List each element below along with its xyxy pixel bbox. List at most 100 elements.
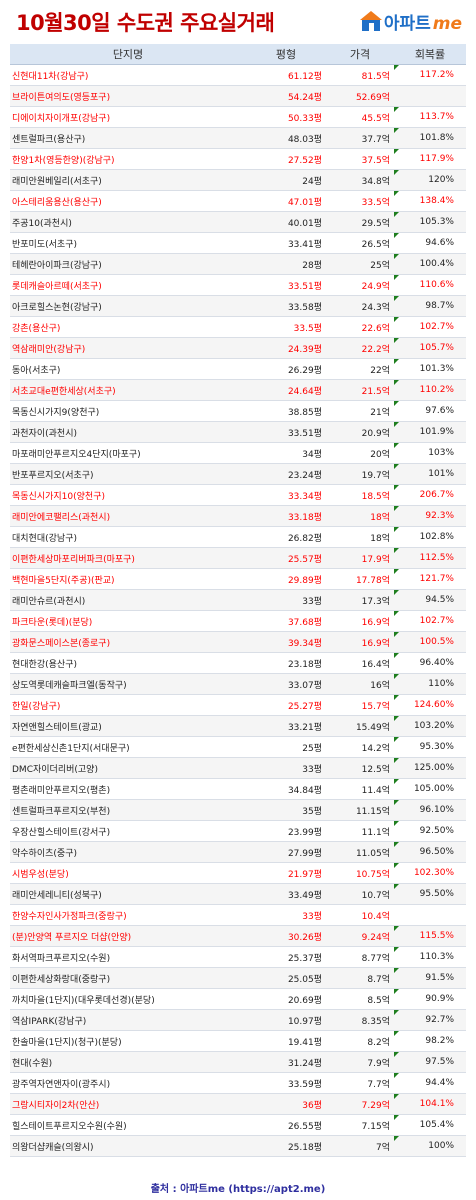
cell-price: 81.5억 <box>326 64 394 86</box>
table-row[interactable]: 마포래미안푸르지오4단지(마포구) 34평 20억 103% <box>10 442 466 464</box>
table-row[interactable]: 강촌(용산구) 33.5평 22.6억 102.7% <box>10 316 466 338</box>
comment-marker-icon <box>394 338 399 343</box>
table-row[interactable]: 과천자이(과천시) 33.51평 20.9억 101.9% <box>10 421 466 443</box>
recovery-value: 92.50% <box>419 826 454 836</box>
table-row[interactable]: 역삼래미안(강남구) 24.39평 22.2억 105.7% <box>10 337 466 359</box>
table-row[interactable]: 이편한세상화랑대(중랑구) 25.05평 8.7억 91.5% <box>10 967 466 989</box>
recovery-value: 105.7% <box>419 343 454 353</box>
cell-price: 10.7억 <box>326 883 394 905</box>
cell-recovery: 124.60% <box>394 694 466 716</box>
table-row[interactable]: 한솔마을(1단지)(청구)(분당) 19.41평 8.2억 98.2% <box>10 1030 466 1052</box>
table-row[interactable]: e편한세상신촌1단지(서대문구) 25평 14.2억 95.30% <box>10 736 466 758</box>
table-row[interactable]: 이편한세상마포리버파크(마포구) 25.57평 17.9억 112.5% <box>10 547 466 569</box>
recovery-value: 103.20% <box>413 721 454 731</box>
table-row[interactable]: 우장산힐스테이트(강서구) 23.99평 11.1억 92.50% <box>10 820 466 842</box>
table-row[interactable]: 래미안원베일리(서초구) 24평 34.8억 120% <box>10 169 466 191</box>
cell-area: 23.18평 <box>246 652 326 674</box>
table-row[interactable]: 신현대11차(강남구) 61.12평 81.5억 117.2% <box>10 64 466 86</box>
table-row[interactable]: (분)안양역 푸르지오 더샵(안양) 30.26평 9.24억 115.5% <box>10 925 466 947</box>
comment-marker-icon <box>394 296 399 301</box>
table-row[interactable]: 목동신시가지10(양천구) 33.34평 18.5억 206.7% <box>10 484 466 506</box>
table-row[interactable]: 브라이튼여의도(영등포구) 54.24평 52.69억 <box>10 85 466 107</box>
recovery-value: 117.2% <box>419 70 454 80</box>
comment-marker-icon <box>394 947 399 952</box>
table-row[interactable]: 테헤란아이파크(강남구) 28평 25억 100.4% <box>10 253 466 275</box>
recovery-value: 98.7% <box>425 301 454 311</box>
table-row[interactable]: 역삼IPARK(강남구) 10.97평 8.35억 92.7% <box>10 1009 466 1031</box>
cell-name: 래미안슈르(과천시) <box>10 589 246 611</box>
table-row[interactable]: 래미안슈르(과천시) 33평 17.3억 94.5% <box>10 589 466 611</box>
table-row[interactable]: 디에이치자이개포(강남구) 50.33평 45.5억 113.7% <box>10 106 466 128</box>
table-row[interactable]: 광화문스페이스본(종로구) 39.34평 16.9억 100.5% <box>10 631 466 653</box>
comment-marker-icon <box>394 884 399 889</box>
table-row[interactable]: 롯데캐슬아르떼(서초구) 33.51평 24.9억 110.6% <box>10 274 466 296</box>
cell-name: 자연앤힐스테이트(광교) <box>10 715 246 737</box>
table-row[interactable]: 센트럴파크(용산구) 48.03평 37.7억 101.8% <box>10 127 466 149</box>
comment-marker-icon <box>394 401 399 406</box>
cell-price: 11.05억 <box>326 841 394 863</box>
cell-price: 22.2억 <box>326 337 394 359</box>
comment-marker-icon <box>394 842 399 847</box>
table-row[interactable]: 래미안세레니티(성북구) 33.49평 10.7억 95.50% <box>10 883 466 905</box>
table-row[interactable]: 반포푸르지오(서초구) 23.24평 19.7억 101% <box>10 463 466 485</box>
comment-marker-icon <box>394 464 399 469</box>
table-row[interactable]: 파크타운(롯데)(분당) 37.68평 16.9억 102.7% <box>10 610 466 632</box>
cell-area: 38.85평 <box>246 400 326 422</box>
table-row[interactable]: 현대한강(용산구) 23.18평 16.4억 96.40% <box>10 652 466 674</box>
table-row[interactable]: 목동신시가지9(양천구) 38.85평 21억 97.6% <box>10 400 466 422</box>
table-row[interactable]: 현대(수원) 31.24평 7.9억 97.5% <box>10 1051 466 1073</box>
table-row[interactable]: 상도역롯데캐슬파크엘(동작구) 33.07평 16억 110% <box>10 673 466 695</box>
cell-area: 23.99평 <box>246 820 326 842</box>
table-row[interactable]: 래미안에코팰리스(과천시) 33.18평 18억 92.3% <box>10 505 466 527</box>
table-row[interactable]: 약수하이츠(중구) 27.99평 11.05억 96.50% <box>10 841 466 863</box>
table-row[interactable]: 자연앤힐스테이트(광교) 33.21평 15.49억 103.20% <box>10 715 466 737</box>
cell-name: 화서역파크푸르지오(수원) <box>10 946 246 968</box>
table-row[interactable]: 한양수자인사가정파크(중랑구) 33평 10.4억 <box>10 904 466 926</box>
cell-recovery: 120% <box>394 169 466 191</box>
table-row[interactable]: 대치현대(강남구) 26.82평 18억 102.8% <box>10 526 466 548</box>
table-row[interactable]: 동아(서초구) 26.29평 22억 101.3% <box>10 358 466 380</box>
comment-marker-icon <box>394 107 399 112</box>
table-row[interactable]: 한일(강남구) 25.27평 15.7억 124.60% <box>10 694 466 716</box>
table-row[interactable]: 반포미도(서초구) 33.41평 26.5억 94.6% <box>10 232 466 254</box>
table-row[interactable]: 백현마을5단지(주공)(판교) 29.89평 17.78억 121.7% <box>10 568 466 590</box>
comment-marker-icon <box>394 1031 399 1036</box>
cell-name: 한일(강남구) <box>10 694 246 716</box>
recovery-value: 100.5% <box>419 637 454 647</box>
table-row[interactable]: 광주역자연앤자이(광주시) 33.59평 7.7억 94.4% <box>10 1072 466 1094</box>
recovery-value: 115.5% <box>419 931 454 941</box>
recovery-value: 103% <box>428 448 454 458</box>
table-row[interactable]: 시범우성(분당) 21.97평 10.75억 102.30% <box>10 862 466 884</box>
cell-recovery: 101.8% <box>394 127 466 149</box>
cell-price: 7.15억 <box>326 1114 394 1136</box>
cell-recovery: 206.7% <box>394 484 466 506</box>
cell-price: 11.4억 <box>326 778 394 800</box>
table-row[interactable]: 화서역파크푸르지오(수원) 25.37평 8.77억 110.3% <box>10 946 466 968</box>
cell-area: 35평 <box>246 799 326 821</box>
recovery-value: 102.8% <box>419 532 454 542</box>
table-row[interactable]: 주공10(과천시) 40.01평 29.5억 105.3% <box>10 211 466 233</box>
table-row[interactable]: 그랑시티자이2차(안산) 36평 7.29억 104.1% <box>10 1093 466 1115</box>
cell-recovery: 125.00% <box>394 757 466 779</box>
table-row[interactable]: 아스테리움용산(용산구) 47.01평 33.5억 138.4% <box>10 190 466 212</box>
cell-recovery: 117.9% <box>394 148 466 170</box>
table-row[interactable]: 까치마을(1단지)(대우롯데선경)(분당) 20.69평 8.5억 90.9% <box>10 988 466 1010</box>
table-row[interactable]: 아크로힐스논현(강남구) 33.58평 24.3억 98.7% <box>10 295 466 317</box>
cell-price: 8.2억 <box>326 1030 394 1052</box>
table-row[interactable]: 한양1차(영등한양)(강남구) 27.52평 37.5억 117.9% <box>10 148 466 170</box>
recovery-value: 104.1% <box>419 1099 454 1109</box>
table-row[interactable]: 의왕더샵캐슬(의왕시) 25.18평 7억 100% <box>10 1135 466 1157</box>
table-row[interactable]: 평촌래미안푸르지오(평촌) 34.84평 11.4억 105.00% <box>10 778 466 800</box>
table-row[interactable]: 힐스테이트푸르지오수원(수원) 26.55평 7.15억 105.4% <box>10 1114 466 1136</box>
cell-recovery: 94.4% <box>394 1072 466 1094</box>
recovery-value: 96.40% <box>419 658 454 668</box>
brand-logo[interactable]: 아파트 me <box>359 8 462 34</box>
cell-price: 21억 <box>326 400 394 422</box>
cell-area: 33.34평 <box>246 484 326 506</box>
cell-area: 36평 <box>246 1093 326 1115</box>
table-row[interactable]: 센트럴파크푸르지오(부천) 35평 11.15억 96.10% <box>10 799 466 821</box>
cell-name: 아스테리움용산(용산구) <box>10 190 246 212</box>
table-row[interactable]: DMC자이더리버(고양) 33평 12.5억 125.00% <box>10 757 466 779</box>
table-row[interactable]: 서초교대e편한세상(서초구) 24.64평 21.5억 110.2% <box>10 379 466 401</box>
cell-price: 16.4억 <box>326 652 394 674</box>
